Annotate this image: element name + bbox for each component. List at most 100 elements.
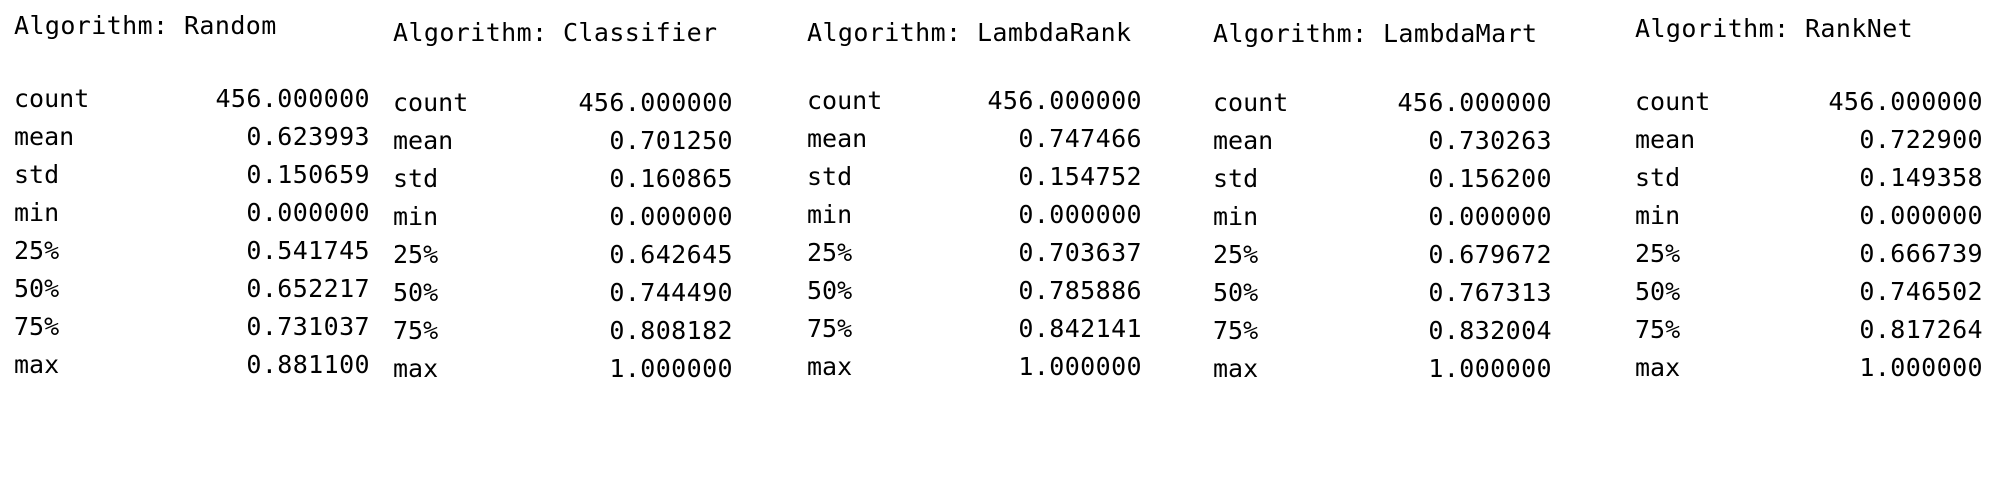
stat-name: std: [14, 160, 60, 189]
table-row: max 1.000000: [807, 348, 1142, 386]
table-row: 25% 0.642645: [393, 236, 733, 274]
stat-name: 50%: [1635, 277, 1681, 306]
stat-name: min: [1635, 201, 1681, 230]
stat-value: 456.000000: [215, 84, 370, 113]
stat-name: max: [393, 354, 439, 383]
table-row: max 1.000000: [1635, 349, 1983, 387]
stat-name: 75%: [1213, 316, 1259, 345]
stat-value: 0.000000: [1428, 202, 1552, 231]
stat-value: 0.149358: [1859, 163, 1983, 192]
stat-value: 0.785886: [1018, 276, 1142, 305]
stat-value: 0.666739: [1859, 239, 1983, 268]
table-title: Algorithm: RankNet: [1635, 14, 1914, 43]
stat-name: 50%: [1213, 278, 1259, 307]
stat-name: count: [1635, 87, 1711, 116]
stat-value: 0.701250: [609, 126, 733, 155]
table-row: 75% 0.817264: [1635, 311, 1983, 349]
table-row: 75% 0.842141: [807, 310, 1142, 348]
stat-name: 75%: [807, 314, 853, 343]
stat-value: 456.000000: [1828, 87, 1983, 116]
table-row: mean 0.747466: [807, 120, 1142, 158]
stat-name: count: [1213, 88, 1289, 117]
stat-name: count: [14, 84, 90, 113]
stat-name: mean: [14, 122, 75, 151]
table-row: count 456.000000: [1213, 84, 1552, 122]
stat-value: 0.000000: [1018, 200, 1142, 229]
table-row: min 0.000000: [14, 194, 370, 232]
table-row: std 0.160865: [393, 160, 733, 198]
stat-value: 456.000000: [578, 88, 733, 117]
stat-name: count: [807, 86, 883, 115]
stat-value: 0.160865: [609, 164, 733, 193]
table-row: std 0.156200: [1213, 160, 1552, 198]
stat-name: 25%: [14, 236, 60, 265]
table-row: std 0.150659: [14, 156, 370, 194]
stat-name: std: [1213, 164, 1259, 193]
stat-value: 456.000000: [987, 86, 1142, 115]
stat-name: 25%: [1635, 239, 1681, 268]
stat-value: 0.642645: [609, 240, 733, 269]
stat-value: 0.623993: [246, 122, 370, 151]
table-row: std 0.149358: [1635, 159, 1983, 197]
stat-name: mean: [807, 124, 868, 153]
stat-value: 0.156200: [1428, 164, 1552, 193]
stat-value: 0.832004: [1428, 316, 1552, 345]
stat-name: 25%: [807, 238, 853, 267]
stat-value: 1.000000: [1428, 354, 1552, 383]
stat-name: min: [1213, 202, 1259, 231]
stat-name: std: [807, 162, 853, 191]
stat-value: 0.731037: [246, 312, 370, 341]
table-row: 75% 0.808182: [393, 312, 733, 350]
stat-value: 0.730263: [1428, 126, 1552, 155]
stat-value: 0.817264: [1859, 315, 1983, 344]
stat-name: min: [807, 200, 853, 229]
stat-name: 75%: [1635, 315, 1681, 344]
table-row: 50% 0.767313: [1213, 274, 1552, 312]
stat-name: 50%: [14, 274, 60, 303]
stat-value: 0.541745: [246, 236, 370, 265]
stat-name: 25%: [393, 240, 439, 269]
stat-value: 1.000000: [1018, 352, 1142, 381]
table-row: count 456.000000: [1635, 83, 1983, 121]
stat-name: mean: [1635, 125, 1696, 154]
table-row: std 0.154752: [807, 158, 1142, 196]
table-row: max 0.881100: [14, 346, 370, 384]
stat-value: 0.703637: [1018, 238, 1142, 267]
table-row: min 0.000000: [1635, 197, 1983, 235]
table-row: 25% 0.541745: [14, 232, 370, 270]
stat-value: 0.808182: [609, 316, 733, 345]
stat-value: 0.842141: [1018, 314, 1142, 343]
stat-value: 0.154752: [1018, 162, 1142, 191]
stat-name: max: [1635, 353, 1681, 382]
stat-value: 0.747466: [1018, 124, 1142, 153]
stat-name: 50%: [393, 278, 439, 307]
stat-value: 0.744490: [609, 278, 733, 307]
table-row: 25% 0.666739: [1635, 235, 1983, 273]
stat-name: min: [14, 198, 60, 227]
stat-value: 0.652217: [246, 274, 370, 303]
table-row: 25% 0.679672: [1213, 236, 1552, 274]
table-row: mean 0.623993: [14, 118, 370, 156]
table-row: 50% 0.746502: [1635, 273, 1983, 311]
table-row: 25% 0.703637: [807, 234, 1142, 272]
table-title: Algorithm: LambdaMart: [1213, 19, 1538, 48]
table-row: mean 0.722900: [1635, 121, 1983, 159]
table-row: min 0.000000: [807, 196, 1142, 234]
stat-value: 1.000000: [609, 354, 733, 383]
stat-value: 0.881100: [246, 350, 370, 379]
table-row: count 456.000000: [393, 84, 733, 122]
table-row: min 0.000000: [393, 198, 733, 236]
stat-name: 50%: [807, 276, 853, 305]
stat-name: 75%: [393, 316, 439, 345]
table-row: count 456.000000: [14, 80, 370, 118]
stat-name: 75%: [14, 312, 60, 341]
stat-name: max: [14, 350, 60, 379]
table-title: Algorithm: Random: [14, 11, 277, 40]
stat-name: min: [393, 202, 439, 231]
stat-value: 0.722900: [1859, 125, 1983, 154]
stat-name: max: [807, 352, 853, 381]
table-row: mean 0.701250: [393, 122, 733, 160]
table-row: 75% 0.731037: [14, 308, 370, 346]
stat-value: 0.000000: [246, 198, 370, 227]
table-row: min 0.000000: [1213, 198, 1552, 236]
